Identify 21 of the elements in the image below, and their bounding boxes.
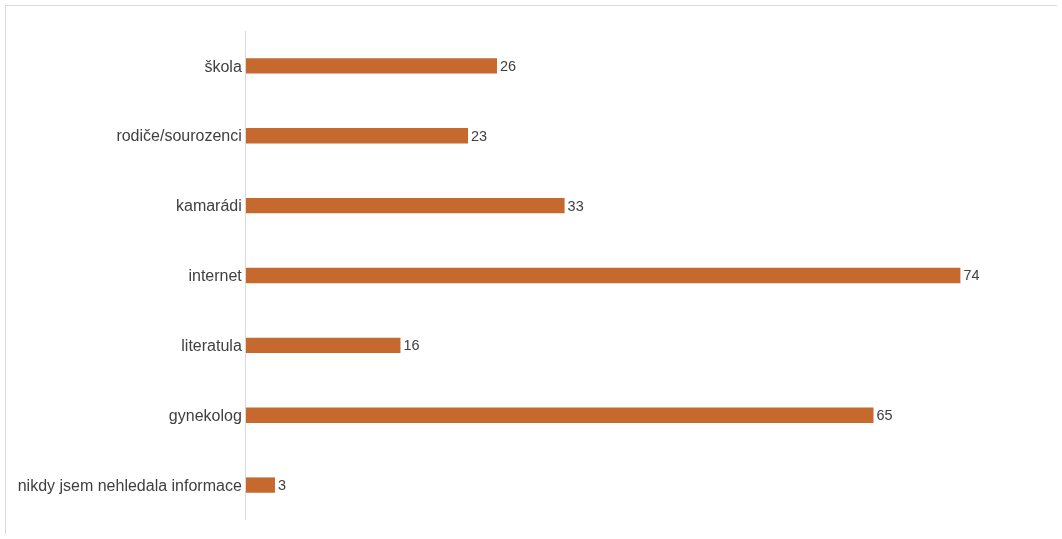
data-label: 65 — [876, 407, 893, 424]
y-tick-label: škola — [204, 57, 242, 75]
data-label: 3 — [277, 477, 287, 494]
bar — [246, 58, 498, 74]
bar — [246, 337, 401, 354]
bar — [246, 197, 565, 214]
y-tick-label: literatula — [181, 336, 242, 354]
y-tick-label: kamarádi — [175, 197, 242, 215]
y-tick-label: internet — [188, 267, 243, 285]
y-tick-label: gynekolog — [168, 406, 242, 424]
bar — [246, 128, 469, 144]
bar — [246, 477, 275, 493]
bar — [246, 407, 874, 423]
data-label: 74 — [963, 267, 980, 284]
data-label: 16 — [403, 337, 420, 354]
bar — [246, 267, 961, 284]
y-tick-label: rodiče/sourozenci — [116, 127, 242, 145]
y-tick-label: nikdy jsem nehledala informace — [17, 476, 242, 494]
data-label: 23 — [471, 127, 488, 144]
data-label: 26 — [500, 57, 517, 74]
data-label: 33 — [567, 197, 584, 214]
